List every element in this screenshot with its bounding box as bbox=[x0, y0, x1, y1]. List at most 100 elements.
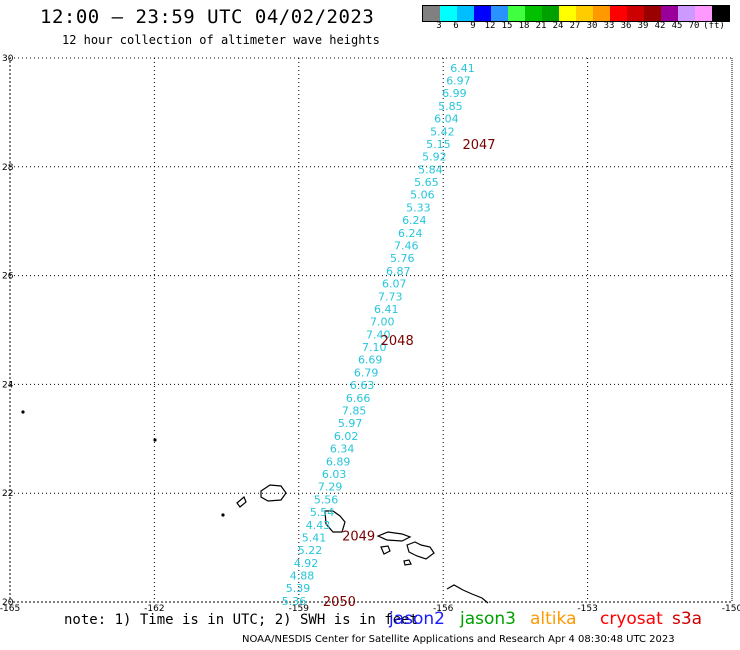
track-value: 7.29 bbox=[318, 481, 343, 494]
track-value: 5.76 bbox=[390, 252, 415, 265]
track-value: 5.36 bbox=[282, 595, 307, 608]
track-value: 5.85 bbox=[438, 100, 463, 113]
pass-labels: 2047 2048 2049 2050 bbox=[323, 138, 496, 610]
x-tick-label: -162 bbox=[144, 604, 164, 614]
x-tick-label: -150 bbox=[722, 604, 740, 614]
map-grid bbox=[9, 57, 733, 603]
island-hawaii bbox=[446, 584, 489, 604]
color-tick-13: 42 bbox=[654, 21, 666, 31]
track-value: 7.10 bbox=[362, 341, 387, 354]
color-swatch-2 bbox=[457, 6, 474, 21]
color-swatch-11 bbox=[610, 6, 627, 21]
color-swatch-16 bbox=[695, 6, 712, 21]
island-molokai bbox=[376, 531, 412, 542]
y-tick-label: 24 bbox=[2, 380, 14, 390]
page-title: 12:00 – 23:59 UTC 04/02/2023 bbox=[40, 6, 375, 28]
track-value: 4.88 bbox=[290, 570, 315, 583]
color-swatch-10 bbox=[593, 6, 610, 21]
track-value: 5.65 bbox=[414, 176, 439, 189]
track-value: 6.04 bbox=[434, 113, 459, 126]
x-tick-label: -156 bbox=[433, 604, 454, 614]
track-value: 7.40 bbox=[366, 328, 391, 341]
track-value: 6.03 bbox=[322, 468, 347, 481]
islet-a bbox=[21, 410, 25, 414]
track-value: 6.24 bbox=[398, 227, 423, 240]
pass-label: 2047 bbox=[462, 138, 495, 153]
legend-cryosat: cryosat bbox=[600, 609, 663, 629]
track-value: 5.41 bbox=[302, 531, 327, 544]
color-swatch-8 bbox=[559, 6, 576, 21]
color-tick-12: 39 bbox=[637, 21, 649, 31]
color-tick-9: 30 bbox=[586, 21, 598, 31]
color-tick-6: 21 bbox=[535, 21, 547, 31]
color-tick-4: 15 bbox=[501, 21, 513, 31]
track-value: 5.42 bbox=[430, 125, 455, 138]
color-tick-3: 12 bbox=[484, 21, 496, 31]
track-value: 6.99 bbox=[442, 87, 467, 100]
satellite-track-values: 6.416.976.995.856.045.425.155.925.845.65… bbox=[282, 62, 475, 608]
island-kauai bbox=[260, 484, 287, 502]
axis-labels: -165 -162 -159 -156 -153 -150 30 28 26 24 22 20 bbox=[0, 54, 740, 614]
color-swatch-5 bbox=[508, 6, 525, 21]
track-value: 5.15 bbox=[426, 138, 451, 151]
color-tick-8: 27 bbox=[569, 21, 581, 31]
color-tick-7: 24 bbox=[552, 21, 564, 31]
track-value: 5.06 bbox=[410, 189, 435, 202]
track-value: 4.92 bbox=[294, 557, 319, 570]
legend-s3a: s3a bbox=[672, 609, 703, 629]
islet-c bbox=[221, 513, 225, 517]
color-tick-16: (ft) bbox=[703, 21, 725, 31]
color-tick-14: 45 bbox=[671, 21, 683, 31]
track-value: 6.02 bbox=[334, 430, 359, 443]
x-tick-label: -165 bbox=[0, 604, 20, 614]
color-swatch-17 bbox=[712, 6, 729, 21]
islet-b bbox=[153, 438, 157, 442]
track-value: 6.66 bbox=[346, 392, 371, 405]
page-subtitle: 12 hour collection of altimeter wave hei… bbox=[62, 33, 380, 47]
track-value: 5.39 bbox=[286, 582, 311, 595]
track-value: 6.87 bbox=[386, 265, 411, 278]
y-tick-label: 22 bbox=[2, 489, 13, 499]
island-niihau bbox=[236, 495, 247, 508]
color-tick-5: 18 bbox=[518, 21, 530, 31]
island-oahu bbox=[324, 510, 346, 533]
track-value: 6.79 bbox=[354, 366, 379, 379]
track-value: 5.97 bbox=[338, 417, 363, 430]
track-value: 5.33 bbox=[406, 201, 431, 214]
color-scale-ticks: 3 6 9 12 15 18 21 24 27 30 33 36 39 42 45 70 (ft) bbox=[422, 21, 740, 33]
color-swatch-13 bbox=[644, 6, 661, 21]
color-swatch-1 bbox=[440, 6, 457, 21]
y-tick-label: 28 bbox=[2, 163, 14, 173]
color-tick-1: 6 bbox=[453, 21, 459, 31]
legend-altika: altika bbox=[530, 609, 577, 629]
track-value: 6.89 bbox=[326, 455, 351, 468]
pass-label: 2049 bbox=[342, 530, 375, 545]
track-value: 5.56 bbox=[314, 493, 339, 506]
legend-jason2: jason2 bbox=[389, 609, 445, 629]
y-tick-label: 30 bbox=[2, 54, 14, 64]
color-swatch-3 bbox=[474, 6, 491, 21]
track-value: 7.73 bbox=[378, 290, 403, 303]
color-swatch-12 bbox=[627, 6, 644, 21]
y-tick-label: 26 bbox=[2, 272, 14, 282]
track-value: 6.34 bbox=[330, 443, 355, 456]
track-value: 7.46 bbox=[394, 239, 419, 252]
color-tick-11: 36 bbox=[620, 21, 632, 31]
color-tick-10: 33 bbox=[603, 21, 615, 31]
track-value: 5.84 bbox=[418, 163, 443, 176]
color-tick-15: 70 bbox=[688, 21, 700, 31]
coastlines bbox=[21, 410, 489, 604]
color-swatch-7 bbox=[542, 6, 559, 21]
track-value: 7.85 bbox=[342, 405, 367, 418]
x-tick-label: -153 bbox=[577, 604, 597, 614]
footer-credit: NOAA/NESDIS Center for Satellite Applica… bbox=[242, 634, 675, 645]
color-swatch-4 bbox=[491, 6, 508, 21]
track-value: 6.63 bbox=[350, 379, 375, 392]
color-swatch-15 bbox=[678, 6, 695, 21]
legend-jason3: jason3 bbox=[460, 609, 516, 629]
track-value: 6.24 bbox=[402, 214, 427, 227]
note-text: note: 1) Time is in UTC; 2) SWH is in fe… bbox=[64, 612, 419, 628]
track-value: 7.00 bbox=[370, 316, 395, 329]
island-maui bbox=[406, 541, 435, 560]
